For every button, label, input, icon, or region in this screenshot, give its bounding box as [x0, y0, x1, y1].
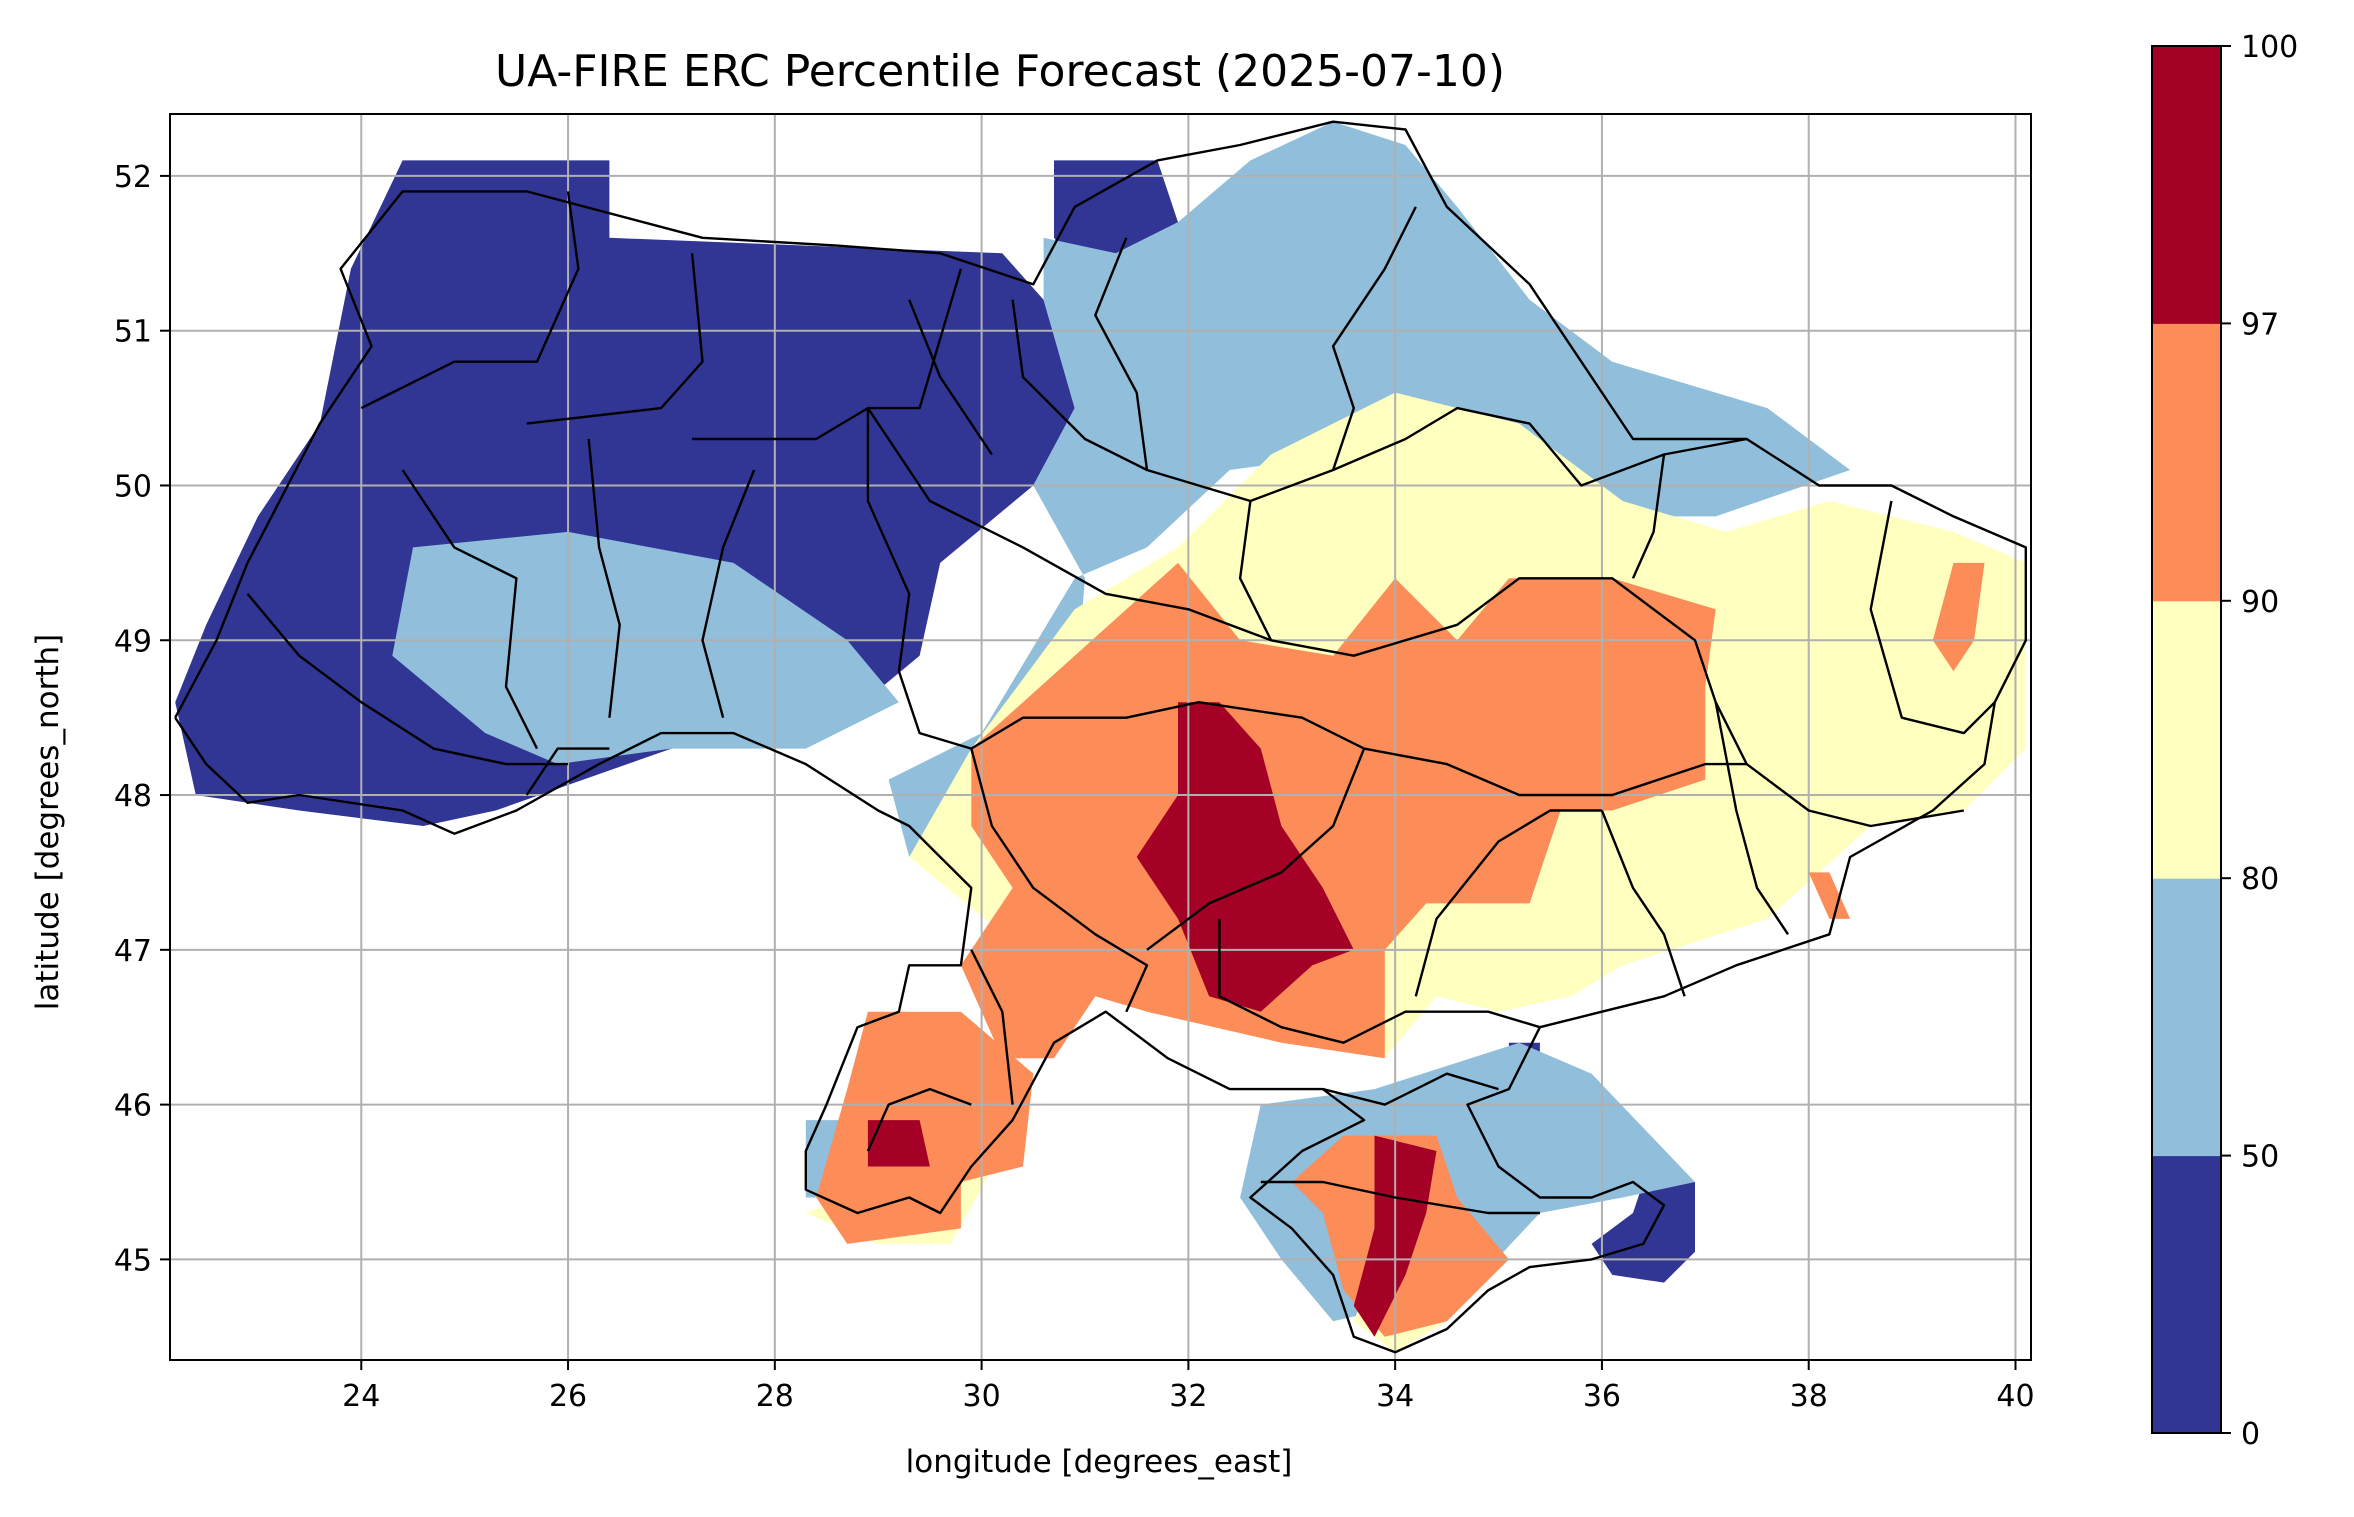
y-tick-label-52: 52 — [114, 160, 152, 195]
country-border — [174, 120, 2028, 1354]
x-tick-label-28: 28 — [756, 1379, 794, 1414]
y-tick-label-46: 46 — [114, 1089, 152, 1124]
colorbar-label-90: 90 — [2241, 585, 2279, 620]
oblast-border-6 — [246, 593, 568, 766]
oblast-border-15 — [1414, 809, 1602, 997]
colorbar-label-80: 80 — [2241, 862, 2279, 897]
region-0-50-1 — [1054, 160, 1178, 269]
colorbar-label-0: 0 — [2241, 1417, 2260, 1452]
x-tick-label-30: 30 — [963, 1379, 1001, 1414]
oblast-border-23 — [1238, 500, 1273, 641]
colorbar-label-97: 97 — [2241, 307, 2279, 342]
oblast-border-10 — [866, 408, 972, 750]
colorbar-label-100: 100 — [2241, 30, 2298, 65]
oblast-border-2 — [526, 253, 704, 425]
oblast-border-26 — [1260, 1180, 1540, 1215]
oblast-border-18 — [1869, 500, 1996, 735]
y-tick-label-50: 50 — [114, 469, 152, 504]
oblast-border-22 — [908, 299, 993, 456]
colorbar-segment-97-100 — [2152, 46, 2221, 324]
region-50-80-5 — [392, 531, 899, 765]
oblast-border-7 — [401, 469, 539, 750]
colorbar-frame — [2151, 45, 2222, 1434]
oblast-border-28 — [525, 747, 610, 796]
oblast-border-16 — [1600, 810, 1686, 997]
oblast-border-24 — [970, 949, 1014, 1105]
oblast-border-8 — [587, 438, 621, 718]
region-0-50-3 — [1591, 1182, 1695, 1283]
oblast-border-5 — [866, 407, 1964, 828]
oblast-border-25 — [1322, 1072, 1499, 1106]
colorbar-segment-0-50 — [2152, 1155, 2221, 1434]
oblast-border-17 — [1714, 701, 1789, 935]
region-90-97-16 — [1932, 562, 1985, 672]
region-50-80-6 — [888, 121, 1851, 857]
colorbar-segment-50-80 — [2152, 878, 2221, 1157]
x-tick-label-32: 32 — [1169, 1379, 1207, 1414]
oblast-border-14 — [1218, 918, 1541, 1044]
percentile-regions — [175, 121, 2026, 1353]
oblast-border-12 — [970, 748, 1149, 1013]
y-axis-label: latitude [degrees_north] — [30, 634, 66, 1010]
x-axis-label: longitude [degrees_east] — [906, 1444, 1293, 1480]
oblast-boundaries — [174, 120, 2028, 1354]
gridlines — [170, 114, 2031, 1360]
x-tick-label-34: 34 — [1376, 1379, 1414, 1414]
region-90-97-15 — [1808, 872, 1851, 919]
y-tick-label-45: 45 — [114, 1243, 152, 1278]
oblast-border-20 — [1331, 206, 1417, 471]
colorbar-segment-80-90 — [2152, 600, 2221, 879]
y-tick-label-47: 47 — [114, 934, 152, 969]
x-tick-label-40: 40 — [1996, 1379, 2034, 1414]
oblast-border-21 — [1094, 237, 1149, 471]
x-tick-label-38: 38 — [1790, 1379, 1828, 1414]
y-tick-label-49: 49 — [114, 624, 152, 659]
oblast-border-27 — [866, 1087, 972, 1152]
y-tick-label-51: 51 — [114, 315, 152, 350]
region-90-97-13 — [816, 1011, 1034, 1244]
x-axis-ticks: 24 26 28 30 32 34 36 38 40 — [342, 1360, 2035, 1414]
oblast-border-13 — [1146, 748, 1366, 951]
region-97-100-17 — [1136, 702, 1354, 1012]
colorbar-segment-90-97 — [2152, 323, 2221, 602]
oblast-border-4 — [1011, 299, 1747, 503]
x-tick-label-24: 24 — [342, 1379, 380, 1414]
colorbar-label-50: 50 — [2241, 1140, 2279, 1175]
y-axis-ticks: 45 46 47 48 49 50 51 52 — [114, 160, 170, 1278]
map-frame — [169, 113, 2032, 1361]
region-97-100-18 — [867, 1120, 930, 1167]
colorbar: 0 50 80 90 97 100 — [2151, 30, 2298, 1452]
oblast-border-1 — [360, 191, 580, 410]
chart-title: UA-FIRE ERC Percentile Forecast (2025-07… — [495, 46, 1505, 97]
oblast-border-19 — [1631, 454, 1666, 579]
x-tick-label-26: 26 — [549, 1379, 587, 1414]
map-layer — [170, 114, 2031, 1360]
x-tick-label-36: 36 — [1583, 1379, 1621, 1414]
oblast-border-9 — [701, 469, 756, 719]
y-tick-label-48: 48 — [114, 779, 152, 814]
